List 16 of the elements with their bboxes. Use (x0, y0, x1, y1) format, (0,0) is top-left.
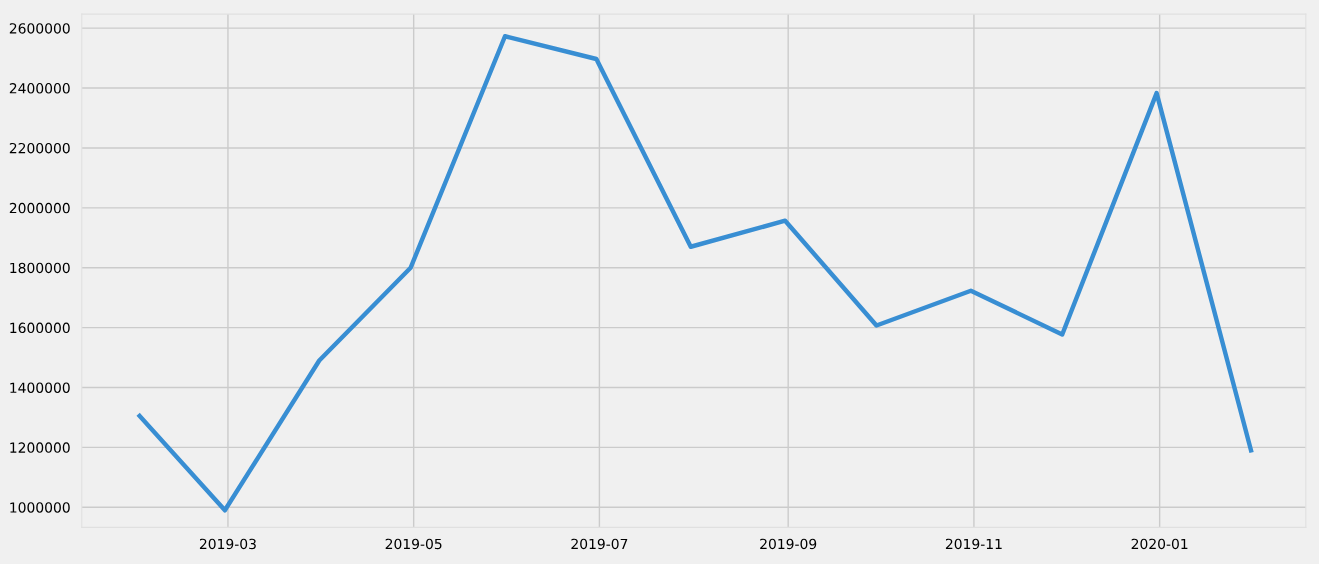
y-tick-label: 1400000 (10, 382, 70, 393)
y-tick-label: 1200000 (10, 442, 70, 453)
y-tick-label: 1800000 (10, 262, 70, 274)
x-tick-label: 2019-03 (199, 538, 256, 550)
y-tick-label: 2200000 (9, 142, 70, 154)
x-tick-label: 2019-09 (760, 538, 817, 550)
y-tick-label: 2600000 (9, 23, 70, 34)
line-series (137, 34, 1254, 513)
x-tick-label: 2020-01 (1131, 538, 1188, 550)
x-tick-label: 2019-07 (571, 538, 628, 550)
x-tick-label: 2019-11 (945, 538, 1002, 550)
y-tick-label: 2400000 (9, 83, 70, 94)
y-tick-label: 1600000 (10, 322, 70, 334)
y-tick-label: 2000000 (9, 202, 70, 214)
x-tick-label: 2019-05 (385, 538, 442, 550)
y-tick-label: 1000000 (10, 502, 70, 513)
